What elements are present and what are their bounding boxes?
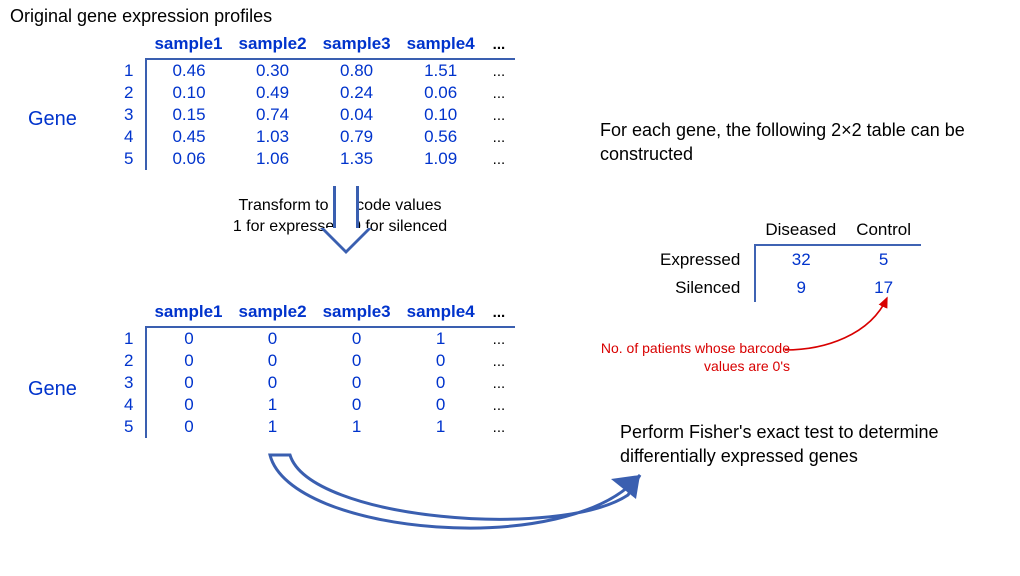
fisher-line: Perform Fisher's exact test to determine [620,420,1000,444]
cell: 0 [146,372,230,394]
cell: 0.24 [315,82,399,104]
col-header: sample1 [146,32,230,59]
contg-cell: 5 [846,245,921,274]
row-label: 3 [118,372,146,394]
cell: 0.06 [146,148,230,170]
col-header: sample4 [399,32,483,59]
contg-row-header: Expressed [650,245,755,274]
cell: 1 [231,416,315,438]
cell: 0.10 [399,104,483,126]
cell-ellipsis: ... [483,350,516,372]
cell-ellipsis: ... [483,394,516,416]
cell: 0.45 [146,126,230,148]
gene-label-top: Gene [28,108,77,131]
row-label: 2 [118,82,146,104]
row-label: 4 [118,394,146,416]
cell: 1.35 [315,148,399,170]
cell: 0 [231,350,315,372]
cell: 1 [231,394,315,416]
col-header: sample2 [231,300,315,327]
contg-cell: 32 [755,245,846,274]
cell: 0.10 [146,82,230,104]
col-header: sample2 [231,32,315,59]
cell: 0.30 [231,59,315,82]
row-label: 4 [118,126,146,148]
cell-ellipsis: ... [483,104,516,126]
cell: 0 [399,350,483,372]
col-header: sample4 [399,300,483,327]
page-title: Original gene expression profiles [10,6,272,27]
cell: 0 [315,350,399,372]
cell: 1.03 [231,126,315,148]
row-label: 5 [118,416,146,438]
caption-line: constructed [600,142,1000,166]
annotation-line: values are 0's [570,358,790,376]
cell: 0 [146,350,230,372]
row-label: 1 [118,59,146,82]
cell: 0 [146,327,230,350]
down-arrow-icon [320,186,372,254]
red-annotation: No. of patients whose barcode values are… [570,340,790,375]
annotation-line: No. of patients whose barcode [570,340,790,358]
expression-table-barcode: sample1 sample2 sample3 sample4 ... 1 0 … [118,300,515,438]
row-label: 3 [118,104,146,126]
expression-table-original: sample1 sample2 sample3 sample4 ... 1 0.… [118,32,515,170]
col-header: sample3 [315,300,399,327]
cell-ellipsis: ... [483,59,516,82]
curved-arrow-icon [230,445,690,565]
cell-ellipsis: ... [483,82,516,104]
col-header-ellipsis: ... [483,300,516,327]
row-label: 5 [118,148,146,170]
cell-ellipsis: ... [483,372,516,394]
cell: 0 [146,394,230,416]
cell: 0.49 [231,82,315,104]
cell: 1.06 [231,148,315,170]
row-label: 1 [118,327,146,350]
cell: 1.51 [399,59,483,82]
cell: 0 [146,416,230,438]
cell: 0.56 [399,126,483,148]
cell: 1 [399,327,483,350]
cell: 0.06 [399,82,483,104]
row-label: 2 [118,350,146,372]
cell: 0 [315,327,399,350]
cell-ellipsis: ... [483,416,516,438]
caption-line: For each gene, the following 2×2 table c… [600,118,1000,142]
contg-col-header: Diseased [755,216,846,245]
cell: 0.46 [146,59,230,82]
cell: 0.74 [231,104,315,126]
cell-ellipsis: ... [483,126,516,148]
cell: 0 [231,372,315,394]
contg-col-header: Control [846,216,921,245]
cell: 0.04 [315,104,399,126]
cell: 0 [399,394,483,416]
cell: 1 [315,416,399,438]
cell: 0 [231,327,315,350]
col-header: sample3 [315,32,399,59]
cell: 0 [315,372,399,394]
gene-label-bottom: Gene [28,378,77,401]
contingency-caption: For each gene, the following 2×2 table c… [600,118,1000,167]
cell-ellipsis: ... [483,327,516,350]
cell-ellipsis: ... [483,148,516,170]
cell: 0 [399,372,483,394]
col-header: sample1 [146,300,230,327]
cell: 0.79 [315,126,399,148]
cell: 0.80 [315,59,399,82]
cell: 1.09 [399,148,483,170]
col-header-ellipsis: ... [483,32,516,59]
cell: 0 [315,394,399,416]
cell: 1 [399,416,483,438]
cell: 0.15 [146,104,230,126]
